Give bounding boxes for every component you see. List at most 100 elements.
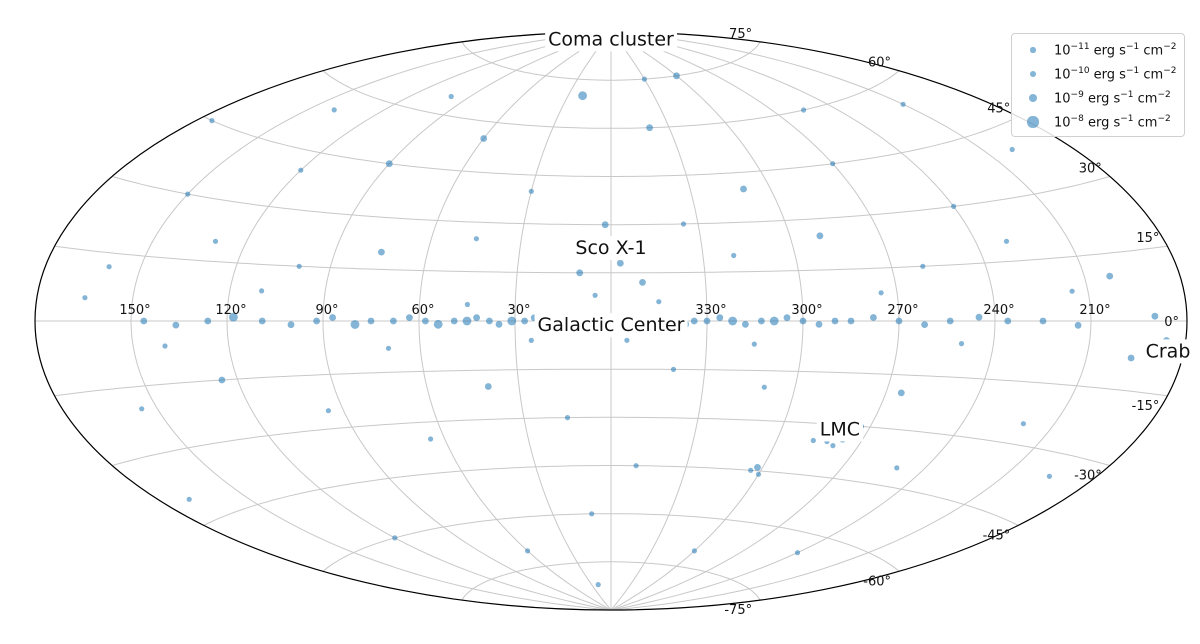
source-point — [815, 321, 823, 328]
source-point — [592, 292, 598, 298]
legend-label-part: erg s — [1089, 67, 1126, 83]
source-point — [589, 511, 595, 517]
region-label-group: Galactic Center — [534, 313, 688, 338]
legend-entry: 10−11 erg s−1 cm−2 — [1020, 38, 1184, 62]
source-point — [212, 238, 219, 244]
source-point — [433, 319, 443, 329]
source-point — [641, 76, 648, 82]
latitude-tick-label: 15° — [1136, 231, 1159, 246]
longitude-tick-label: 150° — [119, 303, 150, 318]
region-label: Galactic Center — [538, 314, 685, 336]
source-point — [921, 321, 928, 328]
parallel-line — [54, 245, 1168, 274]
legend-label: 10−11 erg s−1 cm−2 — [1054, 42, 1176, 58]
source-point — [325, 408, 331, 414]
source-point — [378, 248, 385, 256]
source-point — [616, 259, 624, 267]
source-point — [218, 376, 226, 384]
legend-marker-dot — [1029, 70, 1037, 78]
parallel-line — [203, 116, 1019, 177]
parallel-line — [461, 41, 761, 81]
source-point — [897, 389, 905, 397]
region-label: Crab — [1146, 340, 1191, 362]
source-point — [185, 191, 191, 197]
source-point — [900, 101, 906, 107]
legend-marker — [1020, 47, 1046, 53]
parallel-line — [461, 561, 761, 601]
longitude-labels: 150° 120° 90° 60° 30° 330° 300° 270° 240° 210° — [119, 303, 1110, 318]
legend-label-exponent: −1 — [1120, 113, 1134, 124]
source-point — [951, 203, 957, 209]
source-point — [564, 415, 571, 421]
legend-label-exponent: −2 — [1157, 89, 1171, 100]
region-label-group: LMC — [816, 417, 864, 442]
source-point — [895, 317, 903, 325]
source-point — [958, 341, 965, 347]
legend-label-exponent: −10 — [1070, 65, 1090, 76]
source-point — [172, 321, 180, 329]
legend-label-part: 10 — [1054, 67, 1071, 83]
region-label-background — [816, 417, 864, 442]
source-point — [761, 384, 767, 390]
source-point — [209, 118, 215, 124]
legend-label-part: erg s — [1089, 43, 1126, 59]
source-point — [259, 288, 265, 294]
latitude-tick-label: 45° — [987, 102, 1010, 117]
source-point — [507, 316, 517, 326]
source-point — [350, 320, 360, 329]
latitude-tick-label: 30° — [1079, 162, 1102, 177]
source-point — [1004, 317, 1012, 325]
source-point — [624, 337, 630, 343]
legend-entry: 10−8 erg s−1 cm−2 — [1020, 110, 1184, 134]
parallel-line — [54, 368, 1168, 397]
source-point — [390, 317, 397, 325]
source-point — [758, 317, 765, 325]
source-point — [480, 135, 488, 142]
legend-label-part: cm — [1139, 43, 1164, 59]
source-point — [799, 317, 807, 325]
source-point — [748, 467, 754, 473]
source-point — [1039, 317, 1047, 325]
source-point — [422, 317, 429, 325]
source-point — [486, 317, 493, 325]
parallel-line — [112, 416, 1110, 466]
longitude-tick-label: 300° — [791, 303, 822, 318]
source-point — [1046, 473, 1052, 479]
source-point — [816, 232, 824, 240]
legend-label-part: 10 — [1054, 91, 1071, 107]
source-point — [1003, 238, 1010, 244]
legend-marker-dot — [1028, 93, 1038, 103]
legend-label: 10−9 erg s−1 cm−2 — [1054, 90, 1171, 106]
source-point — [601, 221, 609, 229]
longitude-tick-label: 210° — [1079, 303, 1110, 318]
longitude-tick-label: 240° — [983, 303, 1014, 318]
legend-marker-dot — [1027, 116, 1039, 128]
latitude-tick-label: -60° — [863, 574, 891, 589]
source-point — [751, 341, 757, 347]
source-point — [755, 471, 762, 477]
source-point — [331, 107, 337, 113]
source-point — [448, 93, 454, 100]
latitude-tick-label: 75° — [729, 27, 752, 42]
legend-label-exponent: −11 — [1070, 41, 1090, 52]
region-label-background — [1142, 339, 1194, 364]
source-point — [670, 366, 677, 372]
source-point — [82, 295, 88, 301]
longitude-tick-label: 30° — [507, 303, 530, 318]
source-point — [1151, 312, 1159, 320]
source-point — [742, 320, 749, 328]
source-point — [576, 269, 584, 277]
legend-label: 10−10 erg s−1 cm−2 — [1054, 66, 1176, 82]
longitude-tick-label: 270° — [887, 303, 918, 318]
latitude-tick-label: -45° — [983, 528, 1011, 543]
source-point — [691, 548, 698, 554]
source-point — [385, 345, 392, 351]
source-point — [728, 316, 737, 326]
source-point — [754, 464, 761, 471]
source-point — [847, 317, 855, 325]
source-point — [794, 550, 801, 556]
source-point — [690, 317, 698, 325]
region-annotations: Coma cluster Sco X-1 Galactic Center LMC Cra… — [534, 27, 1194, 442]
source-point — [1074, 321, 1082, 329]
source-point — [831, 317, 839, 325]
